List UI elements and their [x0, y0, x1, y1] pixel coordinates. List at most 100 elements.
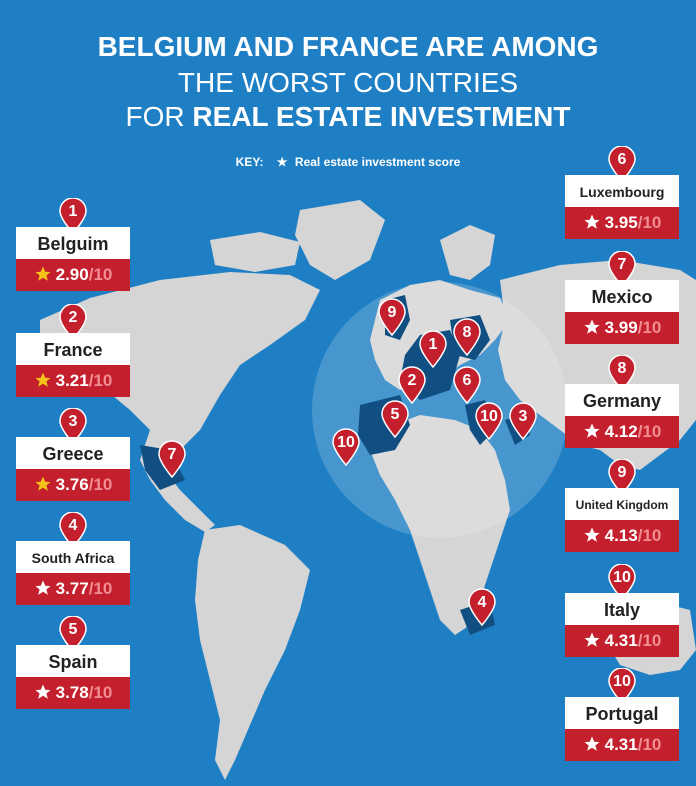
map-pin-label: 3: [518, 408, 528, 425]
country-name: France: [16, 333, 130, 365]
ranking-card-germany: Germany 4.12/10: [565, 384, 679, 448]
score-bar: 3.21/10: [16, 365, 130, 397]
star-icon: [584, 736, 600, 751]
score-value: 2.90: [55, 265, 89, 284]
map-pin-label: 10: [337, 434, 355, 451]
score-bar: 4.12/10: [565, 416, 679, 448]
score-bar: 3.77/10: [16, 573, 130, 605]
rank-pin: 10: [608, 564, 636, 600]
country-name: Mexico: [565, 280, 679, 312]
rank-number: 4: [68, 517, 78, 534]
score-bar: 4.31/10: [565, 625, 679, 657]
score-value: 3.21: [55, 371, 89, 390]
star-icon: ★: [276, 155, 288, 169]
star-icon: [584, 527, 600, 542]
rank-number: 2: [68, 309, 78, 326]
map-pin-label: 4: [477, 594, 487, 611]
rank-pin: 6: [608, 146, 636, 182]
score-value: 4.31: [604, 631, 638, 650]
map-pin-label: 1: [428, 336, 438, 353]
ranking-card-spain: Spain 3.78/10: [16, 645, 130, 709]
ranking-card-united-kingdom: United Kingdom 4.13/10: [565, 488, 679, 552]
score-denominator: /10: [637, 422, 662, 441]
score-bar: 2.90/10: [16, 259, 130, 291]
star-icon: [584, 423, 600, 438]
ranking-card-portugal: Portugal 4.31/10: [565, 697, 679, 761]
score-denominator: /10: [637, 735, 662, 754]
score-denominator: /10: [637, 318, 662, 337]
score-value: 4.31: [604, 735, 638, 754]
country-name: Italy: [565, 593, 679, 625]
rank-number: 6: [617, 151, 627, 168]
score-value: 3.77: [55, 579, 89, 598]
map-pin-label: 9: [387, 304, 397, 321]
map-pin-italy: 10: [474, 402, 504, 440]
title-line-3: FOR REAL ESTATE INVESTMENT: [0, 99, 696, 135]
star-icon: [584, 319, 600, 334]
rank-pin: 4: [59, 512, 87, 548]
star-icon: [584, 632, 600, 647]
country-name: Greece: [16, 437, 130, 469]
score-value: 3.95: [604, 213, 638, 232]
star-icon: [584, 214, 600, 229]
map-pin-spain: 5: [380, 400, 410, 438]
ranking-card-mexico: Mexico 3.99/10: [565, 280, 679, 344]
map-pin-label: 10: [480, 408, 498, 425]
ranking-card-france: France 3.21/10: [16, 333, 130, 397]
score-bar: 3.76/10: [16, 469, 130, 501]
gold-star-icon: [35, 372, 51, 387]
rank-number: 7: [617, 256, 627, 273]
score-bar: 4.31/10: [565, 729, 679, 761]
map-pin-label: 2: [407, 372, 417, 389]
rank-pin: 5: [59, 616, 87, 652]
score-bar: 3.95/10: [565, 207, 679, 239]
country-name: Portugal: [565, 697, 679, 729]
country-name: United Kingdom: [565, 488, 679, 520]
country-name: Spain: [16, 645, 130, 677]
map-pin-uk: 9: [377, 298, 407, 336]
ranking-card-italy: Italy 4.31/10: [565, 593, 679, 657]
legend-key: KEY: ★ Real estate investment score: [0, 155, 696, 169]
rank-number: 8: [617, 360, 627, 377]
rank-number: 10: [613, 569, 631, 586]
key-label: KEY:: [235, 155, 264, 169]
title-line-1: BELGIUM AND FRANCE ARE AMONG: [97, 31, 599, 62]
map-pin-label: 5: [390, 406, 400, 423]
score-value: 3.99: [604, 318, 638, 337]
map-pin-luxembourg: 6: [452, 366, 482, 404]
rank-pin: 7: [608, 251, 636, 287]
score-denominator: /10: [88, 371, 113, 390]
score-denominator: /10: [637, 526, 662, 545]
rank-pin: 3: [59, 408, 87, 444]
rank-number: 10: [613, 673, 631, 690]
map-pin-south-africa: 4: [467, 588, 497, 626]
map-pin-greece: 3: [508, 402, 538, 440]
ranking-card-luxembourg: Luxembourg 3.95/10: [565, 175, 679, 239]
score-value: 4.12: [604, 422, 638, 441]
score-denominator: /10: [88, 579, 113, 598]
rank-number: 1: [68, 203, 78, 220]
star-icon: [35, 684, 51, 699]
country-name: Germany: [565, 384, 679, 416]
key-description: Real estate investment score: [294, 155, 461, 169]
score-bar: 4.13/10: [565, 520, 679, 552]
rank-pin: 10: [608, 668, 636, 704]
rank-number: 9: [617, 464, 627, 481]
map-pin-label: 6: [462, 372, 472, 389]
title-line-3-bold: REAL ESTATE INVESTMENT: [192, 101, 571, 132]
map-pin-label: 7: [167, 446, 177, 463]
map-pin-belgium: 1: [418, 330, 448, 368]
ranking-card-greece: Greece 3.76/10: [16, 437, 130, 501]
map-pin-label: 8: [462, 324, 472, 341]
score-value: 3.78: [55, 683, 89, 702]
rank-pin: 9: [608, 459, 636, 495]
score-bar: 3.78/10: [16, 677, 130, 709]
score-denominator: /10: [88, 265, 113, 284]
country-name: Belguim: [16, 227, 130, 259]
rank-number: 5: [68, 621, 78, 638]
gold-star-icon: [35, 476, 51, 491]
europe-zoom-circle: [312, 282, 568, 538]
map-pin-portugal: 10: [331, 428, 361, 466]
rank-pin: 8: [608, 355, 636, 391]
gold-star-icon: [35, 266, 51, 281]
